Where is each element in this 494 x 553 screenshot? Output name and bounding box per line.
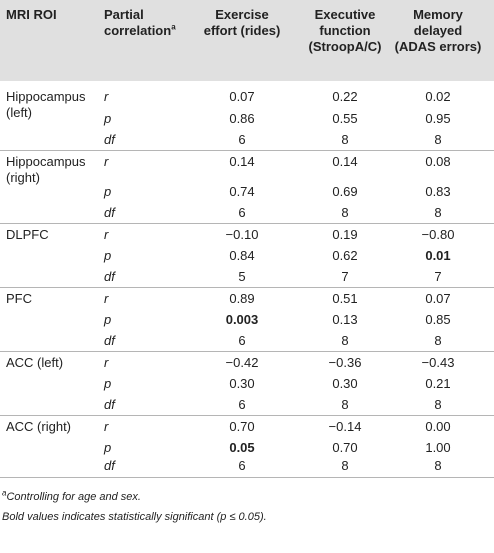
- cell-memory-delayed: 8: [434, 458, 442, 473]
- header-memory-delayed: Memory delayed (ADAS errors): [394, 7, 482, 54]
- cell-executive-function: 7: [341, 269, 349, 284]
- group-separator: [0, 415, 494, 416]
- stat-label: df: [104, 397, 115, 412]
- stat-label: df: [104, 269, 115, 284]
- cell-exercise-effort: 0.07: [229, 89, 255, 104]
- cell-exercise-effort: −0.42: [225, 355, 259, 370]
- cell-executive-function: 0.22: [332, 89, 358, 104]
- table-bottom-rule: [0, 477, 494, 478]
- stat-label: p: [104, 111, 112, 126]
- stat-label: r: [104, 355, 109, 370]
- roi-label: Hippocampus (right): [6, 154, 86, 185]
- cell-memory-delayed: 0.95: [425, 111, 451, 126]
- cell-memory-delayed: 0.01: [425, 248, 451, 263]
- stat-label: df: [104, 132, 115, 147]
- cell-executive-function: 0.62: [332, 248, 358, 263]
- group-separator: [0, 351, 494, 352]
- cell-executive-function: 8: [341, 458, 349, 473]
- cell-executive-function: 8: [341, 333, 349, 348]
- cell-memory-delayed: 0.85: [425, 312, 451, 327]
- header-partial-correlation: Partial correlationa: [104, 7, 176, 38]
- cell-exercise-effort: 0.003: [225, 312, 259, 327]
- cell-executive-function: 8: [341, 205, 349, 220]
- stat-label: r: [104, 291, 109, 306]
- cell-memory-delayed: −0.43: [421, 355, 455, 370]
- table-header: [0, 0, 494, 81]
- stat-label: df: [104, 205, 115, 220]
- stat-label: p: [104, 440, 112, 455]
- roi-label: ACC (left): [6, 355, 64, 370]
- cell-memory-delayed: 0.08: [425, 154, 451, 169]
- cell-memory-delayed: 0.02: [425, 89, 451, 104]
- cell-memory-delayed: 0.21: [425, 376, 451, 391]
- group-separator: [0, 150, 494, 151]
- cell-executive-function: 0.69: [332, 184, 358, 199]
- cell-exercise-effort: 6: [238, 333, 246, 348]
- cell-memory-delayed: 8: [434, 205, 442, 220]
- cell-exercise-effort: 0.70: [229, 419, 255, 434]
- cell-executive-function: −0.36: [328, 355, 362, 370]
- roi-label: PFC: [6, 291, 32, 306]
- cell-exercise-effort: 6: [238, 397, 246, 412]
- stat-label: r: [104, 154, 109, 169]
- cell-exercise-effort: 6: [238, 458, 246, 473]
- header-mri-roi: MRI ROI: [6, 7, 57, 22]
- cell-executive-function: 0.30: [332, 376, 358, 391]
- cell-memory-delayed: 7: [434, 269, 442, 284]
- cell-exercise-effort: 0.30: [229, 376, 255, 391]
- cell-executive-function: 0.55: [332, 111, 358, 126]
- stat-label: df: [104, 458, 115, 473]
- cell-executive-function: 8: [341, 132, 349, 147]
- cell-exercise-effort: 5: [238, 269, 246, 284]
- cell-executive-function: 0.70: [332, 440, 358, 455]
- cell-executive-function: 0.51: [332, 291, 358, 306]
- roi-label: ACC (right): [6, 419, 72, 434]
- footnote-bold: Bold values indicates statistically sign…: [2, 511, 267, 523]
- cell-exercise-effort: 6: [238, 132, 246, 147]
- cell-exercise-effort: 0.05: [229, 440, 255, 455]
- cell-executive-function: 0.13: [332, 312, 358, 327]
- cell-memory-delayed: 8: [434, 132, 442, 147]
- group-separator: [0, 287, 494, 288]
- stat-label: p: [104, 184, 112, 199]
- header-exercise-effort: Exercise effort (rides): [203, 7, 281, 38]
- stat-label: p: [104, 376, 112, 391]
- stat-label: p: [104, 312, 112, 327]
- footnote-a: aControlling for age and sex.: [2, 488, 141, 503]
- cell-exercise-effort: 0.84: [229, 248, 255, 263]
- group-separator: [0, 223, 494, 224]
- stat-label: p: [104, 248, 112, 263]
- stat-label: df: [104, 333, 115, 348]
- cell-executive-function: −0.14: [328, 419, 362, 434]
- cell-memory-delayed: 0.07: [425, 291, 451, 306]
- cell-memory-delayed: 0.00: [425, 419, 451, 434]
- cell-memory-delayed: −0.80: [421, 227, 455, 242]
- cell-memory-delayed: 8: [434, 397, 442, 412]
- cell-exercise-effort: 0.14: [229, 154, 255, 169]
- roi-label: DLPFC: [6, 227, 49, 242]
- cell-exercise-effort: 0.86: [229, 111, 255, 126]
- cell-exercise-effort: 6: [238, 205, 246, 220]
- cell-executive-function: 8: [341, 397, 349, 412]
- header-executive-function: Executive function (StroopA/C): [308, 7, 382, 54]
- cell-memory-delayed: 0.83: [425, 184, 451, 199]
- stat-label: r: [104, 419, 109, 434]
- roi-label: Hippocampus (left): [6, 89, 86, 120]
- cell-executive-function: 0.14: [332, 154, 358, 169]
- stat-label: r: [104, 227, 109, 242]
- cell-exercise-effort: −0.10: [225, 227, 259, 242]
- cell-exercise-effort: 0.89: [229, 291, 255, 306]
- stat-label: r: [104, 89, 109, 104]
- cell-executive-function: 0.19: [332, 227, 358, 242]
- cell-memory-delayed: 1.00: [425, 440, 451, 455]
- cell-exercise-effort: 0.74: [229, 184, 255, 199]
- cell-memory-delayed: 8: [434, 333, 442, 348]
